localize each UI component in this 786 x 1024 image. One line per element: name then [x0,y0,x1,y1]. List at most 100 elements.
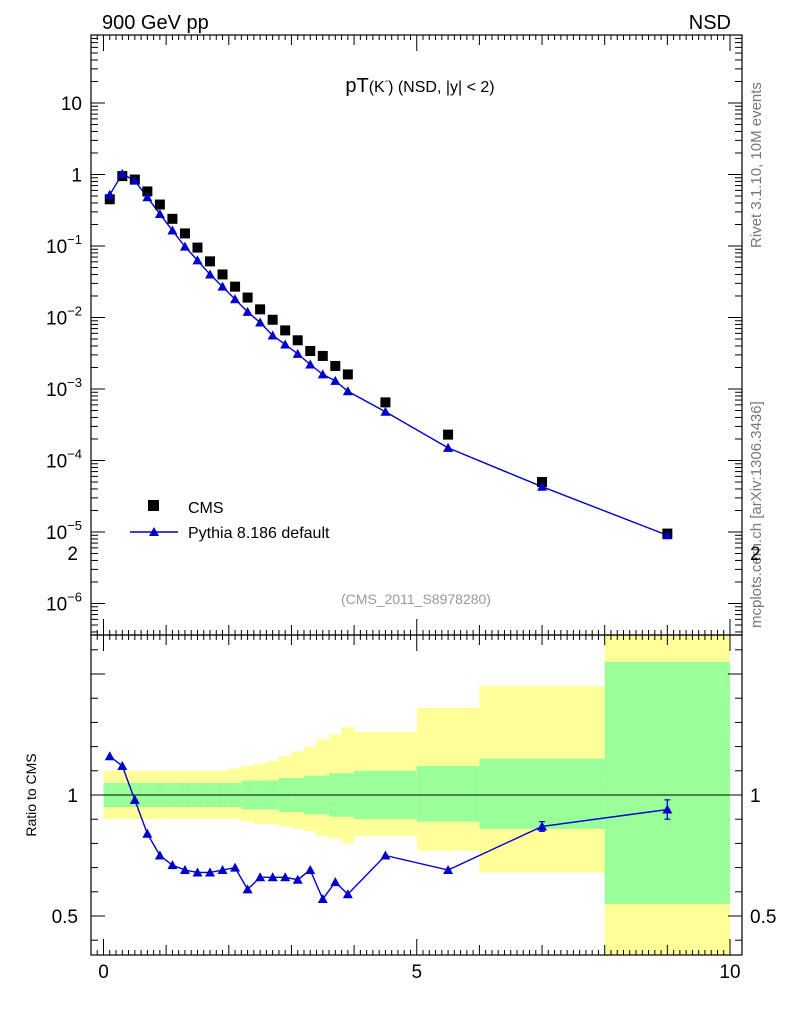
band-inner-22 [479,758,605,829]
mc-data-point [280,339,291,349]
y-tick-mantissa: 1 [71,166,82,187]
mc-data-point [380,406,391,416]
y-tick-mantissa: 10 [46,452,67,473]
cms-data-point [192,242,203,253]
legend: CMS Pythia 8.186 default [130,500,330,542]
title-superscript: - [385,76,388,87]
y-tick-label: 10−4 [46,447,82,473]
header-right-label: NSD [689,12,731,34]
mc-data-point [205,269,216,279]
cms-data-point [217,269,228,280]
ratio-tick-label-right: 2 [750,544,761,565]
ratio-y-axis-label: Ratio to CMS [23,753,39,836]
mc-data-point [242,306,253,316]
ratio-data-point [380,850,391,860]
y-tick-label: 10−1 [46,232,82,258]
legend-cms-label: CMS [188,500,224,517]
cms-data-point [342,369,353,380]
ratio-data-point [537,821,548,831]
legend-mc-label: Pythia 8.186 default [188,525,330,542]
x-tick-label: 10 [719,962,740,983]
mc-data-point [104,189,115,199]
ratio-data-point [217,865,228,875]
band-inner-21 [416,765,480,822]
mc-data-point [330,375,341,385]
y-tick-label: 10−3 [46,375,82,401]
ratio-data-point [192,867,203,877]
ratio-tick-label-left: 1 [67,786,78,807]
y-tick-exponent: −4 [67,447,82,462]
legend-mc-marker [149,527,159,536]
ratio-data-point [267,872,278,882]
y-tick-exponent: −1 [67,232,82,247]
cms-data-point [142,186,153,197]
y-tick-label: 1 [71,166,82,187]
ratio-tick-label-left: 0.5 [52,907,78,928]
ratio-data-point [205,867,216,877]
cms-data-point [280,325,291,336]
ratio-data-point [280,872,291,882]
cms-data-point [317,350,328,361]
mc-data-point [230,294,241,304]
ratio-tick-label-left: 2 [67,544,78,565]
cms-data-point [205,256,216,267]
legend-cms-marker [148,500,159,511]
ratio-data-point [292,874,303,884]
ratio-data-point [255,872,266,882]
y-tick-label: 10−2 [46,304,82,330]
ratio-uncertainty-bands [103,635,730,955]
ratio-data-point [154,850,165,860]
cms-data-point [104,194,115,205]
cms-data-point [167,213,178,224]
cms-data-point [255,304,266,315]
ratio-data-point [317,894,328,904]
mc-data-point [342,386,353,396]
mc-data-point [117,168,128,178]
analysis-id: (CMS_2011_S8978280) [341,591,491,607]
y-tick-exponent: −5 [67,518,82,533]
y-tick-mantissa: 10 [46,309,67,330]
cms-data-point [305,345,316,356]
mc-data-point [443,442,454,452]
band-inner-23 [604,661,730,904]
ratio-data-point [662,804,673,814]
main-plot-frame [90,34,743,636]
y-tick-mantissa: 10 [46,523,67,544]
mc-data-point [267,330,278,340]
cms-data-point [242,292,253,303]
ratio-data-point [443,865,454,875]
header-left-label: 900 GeV pp [102,12,209,34]
cms-data-point [230,281,241,292]
x-tick-label: 5 [411,962,422,983]
cms-data-point [443,429,454,440]
ratio-data-point [104,751,115,761]
data-marks [104,168,673,904]
mc-series-line [109,172,668,536]
title-rest: (NSD, |y| < 2) [393,79,494,96]
title-close: ) [388,79,393,96]
cms-data-point [179,228,190,239]
ratio-data-point [242,884,253,894]
mc-data-point [142,192,153,202]
ratio-data-point [142,828,153,838]
mc-data-point [167,225,178,235]
ratio-data-point [129,794,140,804]
mc-data-point [305,359,316,369]
ratio-data-point [117,760,128,770]
y-tick-mantissa: 10 [46,595,67,616]
y-tick-label: 10 [61,94,82,115]
side-label-mcplots: mcplots.cern.ch [arXiv:1306.3436] [748,401,765,628]
ratio-tick-label-right: 1 [750,786,761,807]
y-tick-mantissa: 10 [46,237,67,258]
cms-data-point [330,360,341,371]
cms-data-point [154,199,165,210]
cms-data-point [380,397,391,408]
mc-data-point [154,209,165,219]
ratio-tick-label-right: 0.5 [750,907,776,928]
y-tick-exponent: −3 [67,375,82,390]
ratio-data-point [179,865,190,875]
cms-data-point [267,314,278,325]
y-tick-exponent: −6 [67,590,82,605]
ratio-data-point [167,860,178,870]
